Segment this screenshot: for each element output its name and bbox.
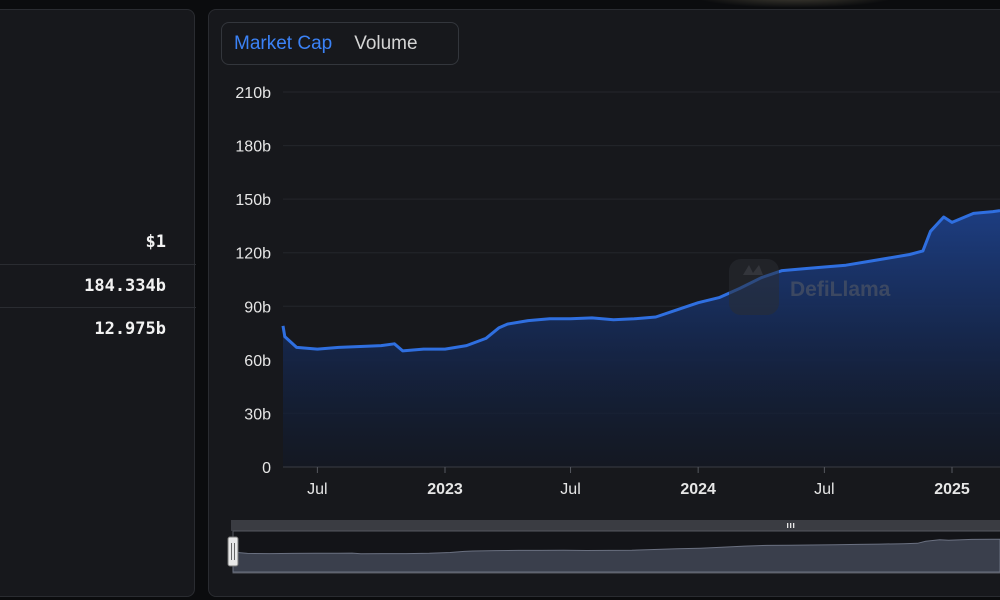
top-glow bbox=[690, 0, 900, 8]
x-tick-label: Jul bbox=[560, 481, 580, 498]
x-tick-label: Jul bbox=[307, 481, 327, 498]
navigator-left-handle[interactable] bbox=[227, 536, 239, 567]
x-tick-label: 2024 bbox=[680, 481, 716, 498]
chart-tabs: Market Cap Volume bbox=[221, 22, 459, 65]
range-navigator[interactable] bbox=[227, 520, 1000, 574]
stat-divider bbox=[0, 264, 196, 265]
x-axis: Jul 2023 Jul 2024 Jul 2025 bbox=[307, 467, 970, 498]
y-axis: 0 30b 60b 90b 120b 150b 180b 210b bbox=[235, 85, 271, 477]
market-cap-area bbox=[283, 210, 1000, 467]
y-tick-label: 120b bbox=[235, 246, 271, 263]
stat-divider bbox=[0, 307, 196, 308]
x-tick-label: 2023 bbox=[427, 481, 463, 498]
market-cap-value: 184.334b bbox=[84, 276, 166, 296]
y-tick-label: 30b bbox=[244, 406, 271, 423]
y-tick-label: 150b bbox=[235, 192, 271, 209]
tab-volume[interactable]: Volume bbox=[354, 32, 418, 54]
market-cap-line bbox=[281, 209, 1000, 353]
y-tick-label: 90b bbox=[244, 299, 271, 316]
defillama-watermark: DefiLlama bbox=[729, 259, 891, 315]
tab-market-cap[interactable]: Market Cap bbox=[234, 32, 333, 54]
x-tick-label: 2025 bbox=[934, 481, 970, 498]
watermark-text: DefiLlama bbox=[790, 278, 891, 301]
navigator-scrollbar[interactable] bbox=[231, 520, 1000, 531]
y-tick-label: 0 bbox=[262, 460, 271, 477]
scrollbar-grip-icon[interactable] bbox=[787, 523, 795, 528]
y-tick-label: 210b bbox=[235, 85, 271, 102]
price-value: $1 bbox=[145, 232, 166, 252]
x-tick-label: Jul bbox=[814, 481, 834, 498]
y-tick-label: 60b bbox=[244, 353, 271, 370]
stats-panel: $1 184.334b 12.975b bbox=[0, 9, 196, 597]
y-tick-label: 180b bbox=[235, 139, 271, 156]
defillama-logo-icon bbox=[729, 259, 779, 315]
navigator-area bbox=[232, 538, 1000, 573]
volume-value: 12.975b bbox=[94, 319, 166, 339]
